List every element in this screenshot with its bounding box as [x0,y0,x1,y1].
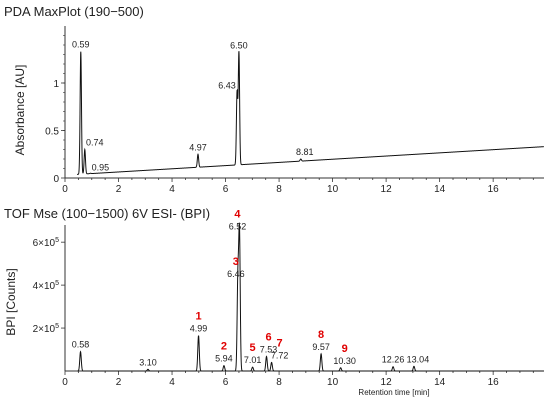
bpi-peak-label: 4.99 [190,324,208,334]
pda-y-tick-label: 0 [53,174,59,185]
pda-trace [77,51,544,175]
bpi-y-tick-label: 6×105 [33,237,60,249]
bpi-peak-number: 9 [342,343,348,355]
bpi-peak-number: 5 [250,342,256,354]
pda-x-tick-label: 14 [434,184,446,195]
bpi-peak-number: 6 [265,331,271,343]
bpi-peak-label: 6.46 [227,269,245,279]
bpi-x-tick-label: 2 [116,377,122,388]
bpi-peak-label: 5.94 [215,354,233,364]
pda-y-tick-label: 0.5 [45,127,59,138]
bpi-peak-label: 12.26 [382,355,405,365]
bpi-title: TOF Mse (100−1500) 6V ESI- (BPI) [4,206,210,221]
bpi-peak-label: 10.30 [333,356,356,366]
bpi-x-tick-label: 14 [434,377,446,388]
pda-panel: PDA MaxPlot (190−500) Absorbance [AU] 0 2… [4,4,544,195]
bpi-x-axis-label: Retention time [min] [358,388,429,397]
bpi-peak-label: 7.01 [244,355,262,365]
pda-x-tick-label: 2 [116,184,122,195]
pda-x-tick-label: 6 [223,184,229,195]
pda-peak-label: 6.43 [218,81,236,91]
pda-peak-label: 0.95 [92,162,110,172]
bpi-x-tick-label: 8 [276,377,282,388]
bpi-peak-label: 0.58 [72,340,90,350]
bpi-x-tick-label: 10 [327,377,339,388]
bpi-y-axis-label: BPI [Counts] [4,268,18,335]
bpi-peak-label: 7.53 [260,344,278,354]
pda-y-axis-label: Absorbance [AU] [13,65,27,156]
bpi-marks: 0 2 4 6 8 10 12 14 162×1054×1056×1050.583.104.99… [33,209,544,388]
bpi-trace [77,222,544,372]
bpi-peak-number: 2 [221,341,227,353]
bpi-x-tick-label: 12 [381,377,393,388]
bpi-peak-number: 7 [277,337,283,349]
bpi-x-tick-label: 0 [62,377,68,388]
pda-marks: 0 2 4 6 8 10 12 14 16 0 0.5 1 0.59 0.74 0.95 4.97 6.43 6.… [45,26,544,195]
bpi-peak-label: 3.10 [139,357,157,367]
bpi-peak-number: 8 [318,329,324,341]
pda-y-tick-label: 1 [53,79,59,90]
pda-x-tick-label: 16 [488,184,500,195]
bpi-peak-number: 1 [195,311,201,323]
pda-x-tick-label: 8 [276,184,282,195]
bpi-peak-label: 6.52 [229,222,247,232]
bpi-peak-number: 4 [234,209,241,221]
bpi-peak-label: 9.57 [312,342,330,352]
pda-peak-label: 4.97 [189,142,207,152]
bpi-x-tick-label: 16 [488,377,500,388]
bpi-y-tick-label: 2×105 [33,323,60,335]
bpi-peak-label: 7.72 [271,350,289,360]
pda-x-tick-label: 10 [327,184,339,195]
pda-x-tick-label: 12 [381,184,393,195]
pda-peak-label: 8.81 [296,147,314,157]
bpi-x-tick-label: 6 [223,377,229,388]
pda-x-tick-label: 4 [169,184,175,195]
bpi-y-tick-label: 4×105 [33,280,60,292]
pda-x-tick-label: 0 [62,184,68,195]
pda-peak-label: 6.50 [230,41,248,51]
pda-peak-label: 0.59 [72,40,90,50]
pda-peak-label: 0.74 [86,138,104,148]
pda-title: PDA MaxPlot (190−500) [4,4,144,19]
bpi-x-tick-label: 4 [169,377,175,388]
bpi-peak-label: 13.04 [407,354,430,364]
bpi-peak-number: 3 [233,256,239,268]
bpi-panel: TOF Mse (100−1500) 6V ESI- (BPI) BPI [Co… [4,206,544,397]
